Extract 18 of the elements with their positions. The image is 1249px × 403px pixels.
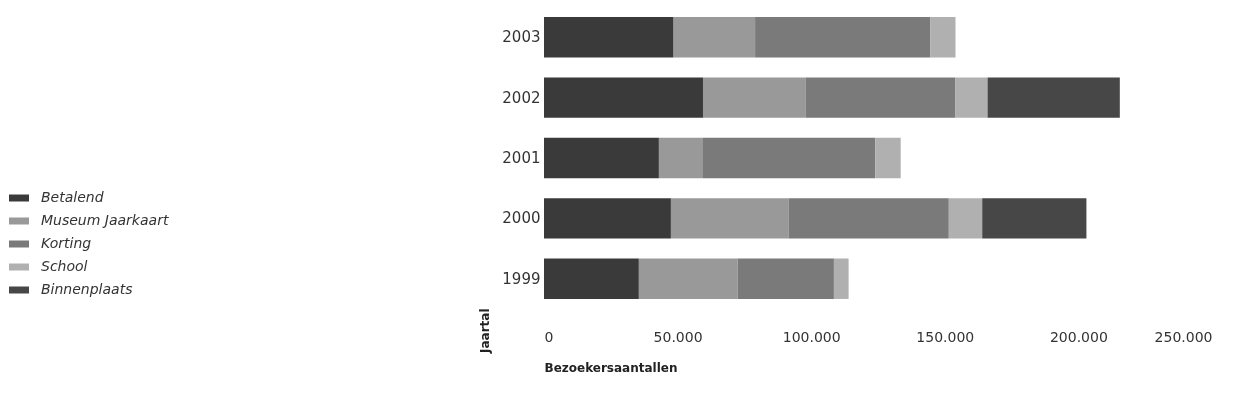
x-tick-label: 100.000: [782, 328, 841, 345]
y-tick-label: 2002: [502, 88, 541, 107]
y-axis-title: Jaartal: [478, 308, 493, 355]
y-tick-label: 2003: [502, 28, 541, 47]
x-axis-title: Bezoekersaantallen: [544, 360, 678, 375]
legend-label: School: [41, 258, 88, 274]
legend-label: Korting: [41, 235, 92, 251]
x-tick-label: 50.000: [653, 328, 703, 345]
y-tick-label: 2001: [502, 149, 541, 167]
y-tick-label: 1999: [502, 269, 541, 288]
x-tick-label: 0: [544, 328, 554, 345]
y-tick-label: 2000: [502, 209, 541, 228]
x-tick-label: 200.000: [1049, 328, 1108, 345]
x-tick-label: 150.000: [916, 328, 975, 345]
legend-label: Betalend: [41, 189, 104, 205]
x-tick-label: 250.000: [1154, 328, 1213, 345]
legend-label: Museum Jaarkaart: [41, 212, 169, 228]
legend-label: Binnenplaats: [41, 281, 133, 297]
